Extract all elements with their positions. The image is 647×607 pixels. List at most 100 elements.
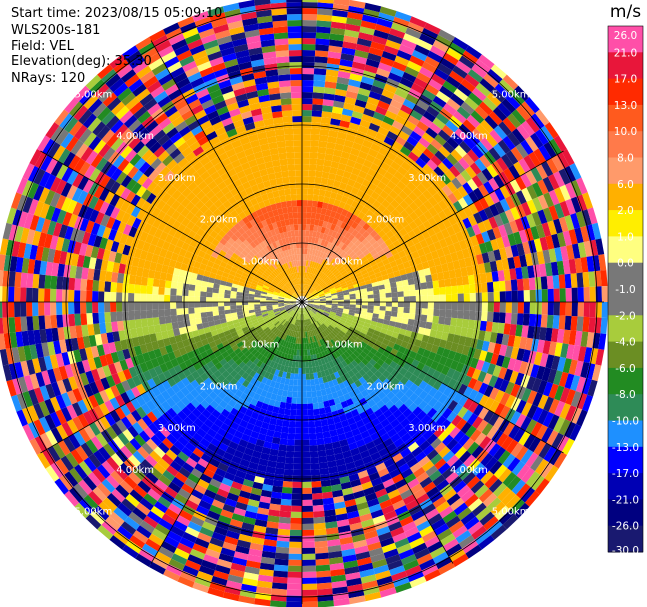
radar-gate	[436, 501, 451, 514]
radar-gate	[399, 328, 407, 336]
radar-gate	[6, 379, 17, 397]
radar-gate	[466, 475, 481, 490]
radar-gate	[362, 338, 370, 345]
radar-gate	[551, 155, 564, 172]
radar-gate	[486, 363, 496, 376]
radar-gate	[379, 587, 397, 598]
radar-gate	[530, 226, 540, 240]
radar-gate	[260, 369, 267, 377]
radar-gate	[324, 442, 334, 451]
radar-gate	[220, 322, 228, 328]
radar-gate	[327, 367, 334, 375]
radar-gate	[373, 309, 380, 315]
radar-gate	[303, 266, 306, 273]
radar-gate	[526, 199, 538, 214]
radar-gate	[206, 428, 217, 438]
radar-gate	[169, 444, 182, 456]
radar-gate	[354, 49, 369, 59]
radar-gate	[434, 442, 447, 454]
radar-gate	[173, 349, 182, 359]
radar-gate	[168, 227, 178, 237]
radar-gate	[437, 372, 447, 383]
radar-gate	[353, 458, 365, 468]
radar-gate	[302, 176, 309, 183]
radar-gate	[406, 412, 417, 423]
radar-gate	[157, 496, 172, 509]
radar-gate	[54, 478, 69, 495]
radar-gate	[489, 387, 500, 401]
radar-gate	[40, 155, 53, 172]
radar-gate	[378, 581, 395, 592]
radar-gate	[370, 221, 379, 230]
radar-gate	[266, 296, 273, 299]
radar-gate	[379, 56, 395, 67]
radar-gate	[380, 121, 392, 131]
radar-gate	[29, 244, 38, 260]
radar-gate	[497, 139, 511, 154]
radar-gate	[0, 348, 9, 366]
radar-gate	[435, 264, 443, 274]
radar-gate	[331, 292, 338, 296]
radar-gate	[444, 317, 452, 326]
radar-gate	[79, 243, 88, 256]
radar-gate	[96, 464, 111, 479]
radar-gate	[130, 265, 138, 276]
radar-gate	[427, 288, 434, 296]
radar-gate	[227, 274, 235, 280]
radar-gate	[446, 543, 463, 557]
radar-gate	[120, 521, 137, 535]
radar-gate	[165, 344, 174, 354]
radar-gate	[515, 267, 523, 280]
radar-gate	[317, 201, 324, 209]
radar-gate	[35, 371, 46, 388]
radar-gate	[553, 370, 563, 386]
radar-gate	[359, 119, 371, 129]
radar-gate	[537, 194, 549, 210]
radar-gate	[145, 251, 154, 262]
radar-gate	[73, 483, 88, 499]
radar-gate	[3, 332, 12, 349]
radar-gate	[400, 447, 412, 458]
radar-gate	[310, 218, 316, 225]
radar-gate	[419, 320, 427, 329]
radar-gate	[229, 341, 237, 348]
radar-gate	[266, 308, 273, 312]
radar-gate	[296, 331, 299, 338]
radar-gate	[417, 347, 426, 356]
radar-gate	[263, 335, 270, 343]
radar-gate	[302, 224, 307, 231]
radar-gate	[139, 497, 154, 511]
radar-gate	[362, 272, 370, 279]
radar-gate	[543, 396, 555, 412]
radar-gate	[153, 270, 162, 280]
radar-gate	[334, 452, 344, 461]
radar-gate	[432, 380, 443, 391]
radar-gate	[351, 428, 361, 437]
radar-gate	[327, 51, 342, 59]
radar-gate	[203, 433, 214, 443]
radar-gate	[299, 338, 302, 344]
radar-gate	[458, 535, 475, 549]
radar-gate	[449, 475, 463, 489]
radar-gate	[186, 402, 196, 413]
radar-gate	[272, 342, 278, 349]
radar-gate	[515, 190, 527, 205]
radar-gate	[381, 542, 397, 554]
radar-gate	[235, 545, 250, 555]
radar-gate	[351, 343, 358, 351]
radar-gate	[188, 494, 202, 506]
radar-gate	[12, 378, 23, 395]
radar-gate	[426, 227, 436, 237]
radar-gate	[560, 343, 569, 359]
radar-gate	[250, 316, 258, 322]
radar-gate	[333, 100, 345, 109]
radar-gate	[17, 346, 27, 362]
radar-gate	[463, 302, 470, 311]
radar-gate	[26, 229, 36, 245]
radar-gate	[193, 335, 202, 343]
radar-gate	[433, 287, 440, 296]
radar-gate	[293, 318, 297, 325]
radar-gate	[224, 354, 233, 363]
radar-gate	[334, 316, 341, 322]
radar-gate	[386, 221, 396, 231]
